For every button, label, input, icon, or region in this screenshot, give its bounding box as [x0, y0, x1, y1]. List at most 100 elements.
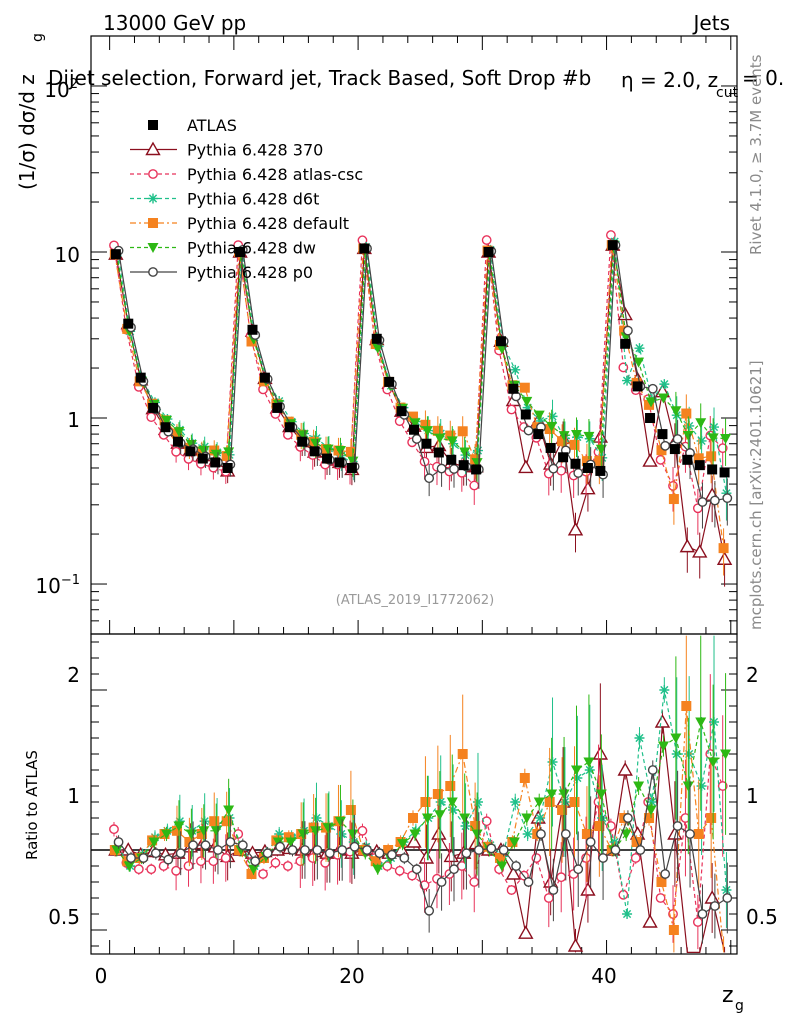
data-point-pythia-6-428-dw [210, 449, 222, 460]
ratio-point-pythia-6-428-dw [161, 829, 173, 840]
ratio-point-pythia-6-428-p0 [449, 864, 459, 875]
data-point-pythia-6-428-p0 [523, 425, 534, 436]
ratio-point-pythia-6-428-p0 [424, 905, 435, 916]
ratio-point-pythia-6-428-p0 [399, 853, 410, 863]
ratio-point-pythia-6-428-default [432, 789, 443, 799]
legend-label-pythia-6-428-370: Pythia 6.428 370 [187, 141, 323, 160]
ratio-point-pythia-6-428-atlas-csc [606, 821, 616, 831]
ratio-point-pythia-6-428-d6t [199, 816, 210, 827]
y-tick-label-100: 102 [44, 77, 78, 102]
atlas-data-point [471, 464, 482, 475]
x-tick-label: 0 [95, 964, 108, 988]
data-point-pythia-6-428-default [681, 408, 692, 419]
x-axis-label: z [722, 983, 734, 1008]
ratio-point-pythia-6-428-d6t [460, 821, 471, 831]
ratio-point-pythia-6-428-d6t [684, 749, 695, 759]
ratio-point-pythia-6-428-default [370, 856, 381, 867]
ratio-point-pythia-6-428-atlas-csc [394, 865, 405, 876]
ratio-tick-label: 2 [67, 663, 80, 687]
ratio-point-pythia-6-428-p0 [200, 840, 211, 851]
atlas-data-point [297, 436, 308, 447]
ratio-point-pythia-6-428-p0 [312, 845, 323, 855]
data-point-pythia-6-428-default [408, 411, 419, 422]
ratio-point-pythia-6-428-p0 [610, 845, 621, 855]
ratio-point-pythia-6-428-default [644, 813, 655, 823]
ratio-point-pythia-6-428-p0 [213, 845, 223, 855]
atlas-data-point [222, 462, 233, 473]
legend-marker-pythia-6-428-d6t [148, 193, 158, 204]
data-point-pythia-6-428-dw [310, 438, 322, 449]
ratio-point-pythia-6-428-dw [695, 717, 707, 728]
ratio-point-pythia-6-428-default [283, 832, 294, 843]
ratio-point-pythia-6-428-d6t [659, 685, 670, 695]
data-point-pythia-6-428-dw [421, 426, 433, 437]
ratio-point-pythia-6-428-dw [570, 765, 582, 776]
ratio-point-pythia-6-428-default [706, 813, 717, 823]
atlas-data-point [334, 457, 345, 468]
ratio-point-pythia-6-428-p0 [126, 853, 136, 863]
ratio-point-pythia-6-428-atlas-csc [196, 856, 206, 867]
atlas-data-point [483, 246, 494, 257]
ratio-point-pythia-6-428-p0 [188, 840, 199, 851]
ratio-point-pythia-6-428-default [693, 829, 704, 839]
data-point-pythia-6-428-default [420, 419, 431, 430]
y-tick-label-0.1: 10−1 [35, 573, 80, 598]
data-point-pythia-6-428-default [345, 446, 356, 457]
data-point-pythia-6-428-p0 [647, 383, 658, 394]
data-point-pythia-6-428-dw [633, 357, 645, 368]
ratio-point-pythia-6-428-d6t [535, 813, 546, 823]
ratio-point-pythia-6-428-dw [707, 757, 719, 768]
ratio-point-pythia-6-428-default [470, 821, 481, 831]
ratio-point-pythia-6-428-370 [431, 826, 447, 840]
ratio-point-pythia-6-428-p0 [585, 837, 596, 847]
data-point-pythia-6-428-default [693, 453, 704, 464]
data-point-pythia-6-428-p0 [436, 463, 447, 474]
data-point-pythia-6-428-p0 [660, 440, 671, 451]
ratio-point-pythia-6-428-dw [297, 829, 309, 840]
atlas-data-point [197, 453, 208, 464]
ratio-point-pythia-6-428-dw [210, 826, 222, 837]
ratio-point-pythia-6-428-default [557, 805, 568, 815]
atlas-data-point [247, 324, 258, 335]
legend-label-pythia-6-428-p0: Pythia 6.428 p0 [187, 263, 313, 282]
atlas-data-point [545, 442, 556, 453]
ratio-point-pythia-6-428-dw [322, 823, 334, 834]
ratio-point-pythia-6-428-atlas-csc [543, 893, 554, 903]
data-point-pythia-6-428-dw [682, 431, 694, 442]
ratio-point-pythia-6-428-p0 [386, 849, 397, 860]
atlas-data-point [421, 438, 432, 449]
ratio-point-pythia-6-428-p0 [473, 845, 484, 855]
ratio-point-pythia-6-428-dw [198, 826, 210, 837]
atlas-data-point [235, 246, 246, 257]
ratio-point-pythia-6-428-p0 [275, 841, 285, 852]
atlas-data-point [707, 464, 718, 475]
data-point-pythia-6-428-d6t [622, 375, 633, 386]
atlas-data-point [719, 467, 730, 478]
data-point-pythia-6-428-p0 [449, 464, 459, 474]
data-point-pythia-6-428-d6t [634, 343, 645, 354]
data-point-pythia-6-428-atlas-csc [171, 446, 181, 457]
ratio-point-pythia-6-428-atlas-csc [109, 824, 119, 835]
data-point-pythia-6-428-atlas-csc [606, 230, 616, 240]
data-point-pythia-6-428-atlas-csc [419, 456, 430, 467]
data-point-pythia-6-428-dw [173, 427, 185, 438]
ratio-point-pythia-6-428-p0 [486, 843, 497, 854]
atlas-data-point [346, 462, 357, 473]
data-point-pythia-6-428-default [644, 399, 655, 410]
ratio-point-pythia-6-428-default [122, 856, 133, 867]
ratio-point-pythia-6-428-default [196, 829, 207, 839]
ratio-point-pythia-6-428-dw [558, 789, 570, 800]
data-point-pythia-6-428-dw [446, 436, 458, 447]
ratio-point-pythia-6-428-dw [285, 837, 297, 848]
ratio-point-pythia-6-428-dw [459, 813, 471, 824]
data-point-pythia-6-428-default [519, 382, 530, 393]
data-point-pythia-6-428-default [557, 436, 568, 447]
data-point-pythia-6-428-370 [518, 459, 534, 474]
data-point-pythia-6-428-370 [567, 521, 584, 536]
atlas-data-point [409, 424, 419, 435]
ratio-point-pythia-6-428-370 [505, 866, 522, 880]
ratio-tick-label-right: 1 [746, 784, 759, 808]
data-point-pythia-6-428-atlas-csc [469, 480, 480, 491]
ratio-point-pythia-6-428-p0 [250, 856, 261, 867]
